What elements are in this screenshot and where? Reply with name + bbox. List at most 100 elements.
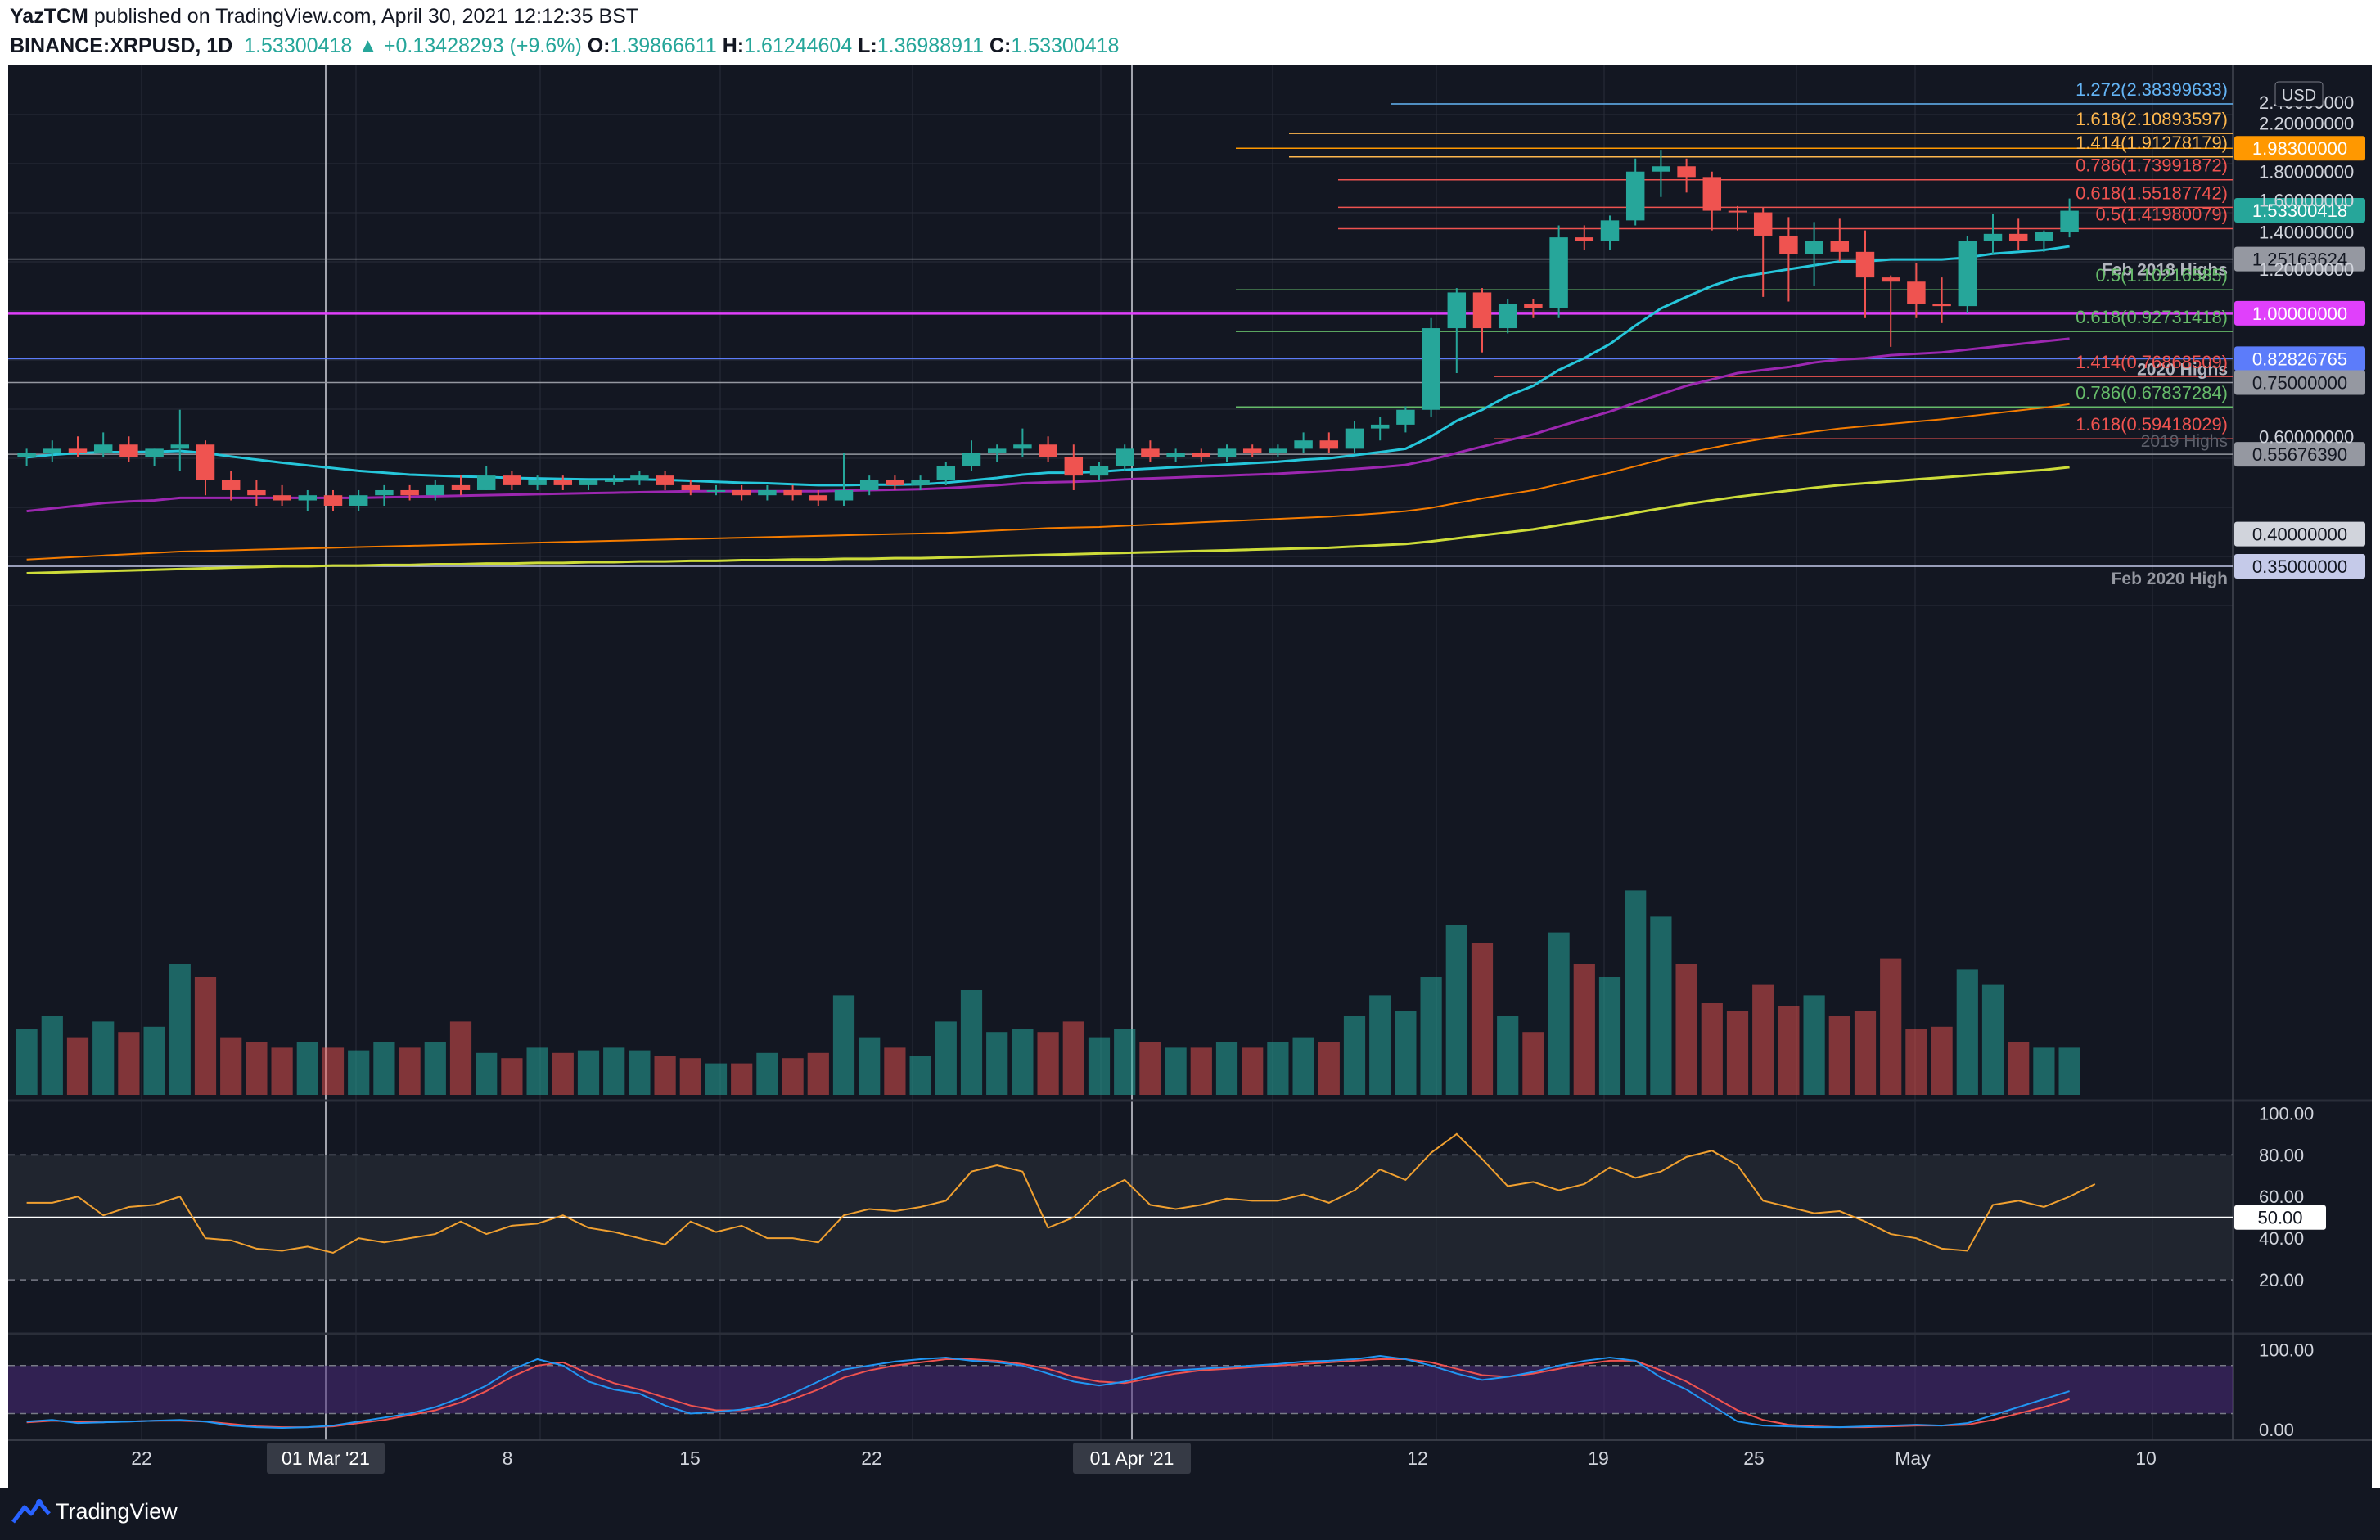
close-label: C:: [989, 34, 1012, 57]
candle-body: [987, 448, 1007, 453]
candle-body: [758, 489, 777, 496]
fib-level-label: 0.618(0.92731418): [2076, 307, 2228, 327]
candle-body: [298, 495, 318, 501]
rsi-tag-label: 50.00: [2257, 1208, 2302, 1228]
price-tag: [2234, 370, 2365, 395]
fib-level-label: 1.272(2.38399633): [2076, 79, 2228, 100]
volume-bar: [782, 1058, 804, 1095]
volume-bar: [807, 1052, 829, 1095]
chart-area[interactable]: 1.272(2.38399633) 1.618(2.10893597) 1.9830…: [8, 65, 2372, 1488]
candle-body: [1269, 448, 1287, 453]
volume-bar: [169, 964, 191, 1095]
time-axis-tick: 12: [1407, 1448, 1428, 1469]
volume-bar: [1598, 977, 1621, 1095]
time-axis-tick: May: [1895, 1448, 1931, 1469]
publish-date: published on TradingView.com, April 30, …: [93, 5, 639, 28]
level-note: Feb 2018 Highs: [2102, 261, 2228, 280]
candle-body: [783, 489, 802, 496]
volume-bar: [1420, 977, 1442, 1095]
ema20-line: [26, 245, 2070, 487]
volume-bar: [1242, 1047, 1264, 1095]
candle-body: [1932, 304, 1951, 307]
volume-bar: [577, 1050, 600, 1095]
candle-body: [247, 489, 266, 496]
price-tag: [2234, 442, 2365, 467]
volume-bar: [296, 1042, 318, 1095]
volume-bar: [731, 1063, 753, 1095]
volume-bar: [1905, 1029, 1927, 1095]
candle-body: [426, 484, 445, 496]
volume-bar: [399, 1047, 421, 1095]
stoch-d-line: [26, 1358, 2070, 1429]
candle-body: [1600, 220, 1620, 241]
level-note: 2020 Highs: [2137, 360, 2228, 379]
fib-level-label: 0.786(1.73991872): [2076, 155, 2228, 176]
candle-body: [2008, 233, 2028, 241]
candle-body: [1549, 237, 1568, 308]
chart-header: YazTCM published on TradingView.com, Apr…: [0, 0, 2380, 64]
volume-bar: [909, 1056, 931, 1095]
candle-body: [2060, 210, 2079, 232]
volume-bar: [1088, 1037, 1111, 1095]
volume-bar: [2008, 1042, 2030, 1095]
price-change: ▲ +0.13428293 (+9.6%): [358, 34, 582, 57]
volume-bar: [246, 1042, 268, 1095]
candle-body: [221, 480, 241, 490]
candle-body: [1702, 177, 1722, 211]
volume-bar: [935, 1021, 957, 1095]
rsi-axis-tick: 80.00: [2259, 1145, 2304, 1165]
footer-bar: [0, 1488, 2380, 1540]
last-price: 1.53300418: [244, 34, 353, 57]
price-axis-tick: 1.40000000: [2259, 223, 2354, 243]
fib-level-label: 0.5(1.10216585): [2096, 265, 2228, 286]
volume-bar: [1573, 964, 1595, 1095]
volume-bar: [1318, 1042, 1340, 1095]
candle-body: [1039, 444, 1057, 457]
candle-body: [1089, 466, 1109, 476]
time-axis-tick: 01 Mar '21: [282, 1448, 370, 1469]
volume-bar: [1165, 1047, 1187, 1095]
candle-body: [273, 495, 291, 501]
price-axis-tick: 1.20000000: [2259, 259, 2354, 280]
price-tag: [2234, 246, 2365, 272]
ema200-line: [26, 466, 2070, 575]
symbol-label[interactable]: BINANCE:XRPUSD, 1D: [10, 34, 233, 57]
volume-bar: [1139, 1042, 1161, 1095]
time-axis-tick: 15: [679, 1448, 701, 1469]
candle-body: [732, 489, 751, 496]
ohlc-legend: BINANCE:XRPUSD, 1D 1.53300418 ▲ +0.13428…: [10, 34, 1119, 58]
price-chart-svg[interactable]: 1.272(2.38399633) 1.618(2.10893597) 1.9830…: [8, 65, 2372, 1488]
price-axis-tick: 1.60000000: [2259, 190, 2354, 210]
candle-body: [1345, 428, 1364, 449]
price-tag: [2234, 300, 2365, 326]
volume-bar: [1267, 1042, 1289, 1095]
candle-body: [1472, 292, 1492, 329]
time-axis-tick: 25: [1743, 1448, 1765, 1469]
candle-body: [119, 444, 138, 457]
candle-body: [1013, 444, 1032, 449]
candle-body: [834, 489, 854, 501]
volume-bar: [1343, 1016, 1366, 1095]
close-value: 1.53300418: [1011, 34, 1120, 57]
volume-bar: [705, 1063, 728, 1095]
stoch-axis-tick: 0.00: [2259, 1420, 2294, 1440]
currency-label: USD: [2282, 87, 2316, 105]
author-name[interactable]: YazTCM: [10, 5, 88, 28]
candle-body: [604, 480, 624, 482]
candle-body: [1830, 241, 1850, 252]
low-label: L:: [858, 34, 877, 57]
fib-level-label: 1.618(0.59418029): [2076, 414, 2228, 435]
tradingview-logo-icon[interactable]: [11, 1497, 51, 1525]
price-tag-label: 0.35000000: [2252, 556, 2347, 577]
volume-bar: [629, 1050, 651, 1095]
volume-bar: [501, 1058, 523, 1095]
tradingview-brand[interactable]: TradingView: [56, 1499, 178, 1524]
candle-body: [503, 475, 521, 485]
stoch-band: [8, 1365, 2233, 1414]
candle-body: [1498, 304, 1517, 329]
candle-body: [1217, 448, 1237, 457]
volume-bar: [1675, 964, 1697, 1095]
candle-body: [1166, 453, 1185, 457]
candle-body: [809, 495, 828, 501]
rsi-axis-tick: 60.00: [2259, 1187, 2304, 1207]
